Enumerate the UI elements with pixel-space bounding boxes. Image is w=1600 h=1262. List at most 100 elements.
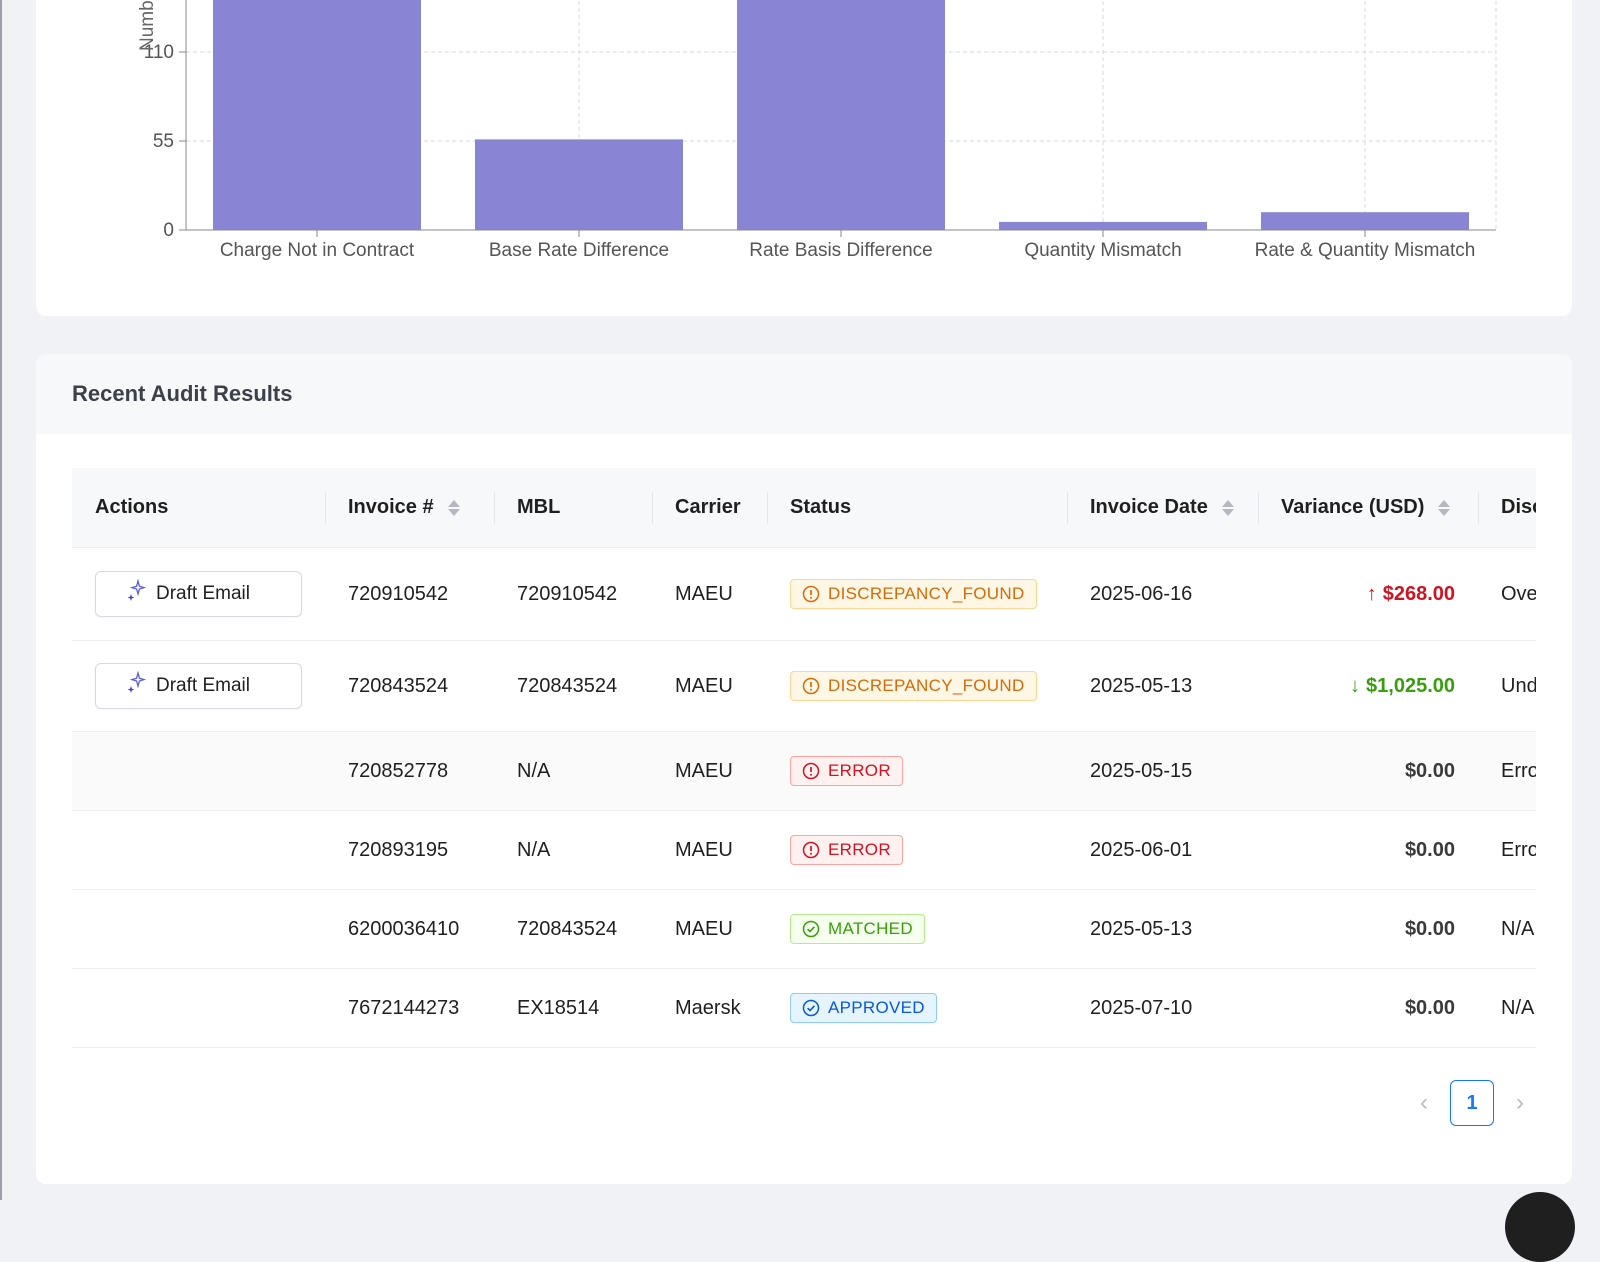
- window-left-edge: [0, 0, 2, 1200]
- floating-help-button[interactable]: [1505, 1192, 1575, 1262]
- audit-table-scroll[interactable]: Actions Invoice # MBL Carrier Status Inv…: [72, 468, 1536, 1068]
- arrow-down-icon: ↓: [1350, 674, 1361, 697]
- cell-status: ERROR: [767, 810, 1067, 890]
- warning-circle-icon: [802, 677, 820, 695]
- y-tick-label: 110: [144, 42, 174, 63]
- status-badge: APPROVED: [790, 993, 937, 1023]
- cell-discrepancy: Erro: [1478, 810, 1536, 890]
- card-header: Recent Audit Results: [36, 354, 1572, 434]
- table-header: Actions Invoice # MBL Carrier Status Inv…: [72, 468, 1536, 548]
- sort-icon[interactable]: [447, 499, 460, 516]
- status-badge: ERROR: [790, 835, 903, 865]
- cell-invoice-date: 2025-07-10: [1067, 968, 1258, 1048]
- cell-invoice-date: 2025-05-13: [1067, 889, 1258, 969]
- arrow-up-icon: ↑: [1366, 582, 1377, 605]
- cell-carrier: Maersk: [652, 968, 767, 1048]
- y-tick-label: 55: [153, 131, 174, 152]
- pagination: ‹ 1 ›: [1412, 1079, 1532, 1127]
- y-axis-title: Numb: [137, 0, 158, 51]
- cell-status: DISCREPANCY_FOUND: [767, 547, 1067, 641]
- column-header-actions: Actions: [72, 468, 325, 548]
- cell-carrier: MAEU: [652, 731, 767, 811]
- cell-invoice: 720852778: [325, 731, 494, 811]
- cell-actions: Draft Email: [72, 547, 325, 641]
- cell-mbl: 720843524: [494, 889, 652, 969]
- cell-invoice: 720843524: [325, 640, 494, 732]
- sort-icon[interactable]: [1438, 499, 1451, 516]
- recent-audit-results-card: Recent Audit Results Actions Invoice # M…: [36, 354, 1572, 1184]
- cell-status: APPROVED: [767, 968, 1067, 1048]
- draft-email-button[interactable]: Draft Email: [95, 663, 302, 709]
- cell-invoice: 7672144273: [325, 968, 494, 1048]
- cell-actions: Draft Email: [72, 640, 325, 732]
- discrepancy-bar-chart: 0 55 110 Charge Not in Contract Base Rate Di…: [137, 0, 1497, 261]
- cell-variance: $0.00: [1258, 810, 1478, 890]
- cell-mbl: N/A: [494, 731, 652, 811]
- column-header-variance[interactable]: Variance (USD): [1258, 468, 1478, 548]
- x-tick-label: Charge Not in Contract: [220, 240, 415, 261]
- cell-invoice: 720910542: [325, 547, 494, 641]
- cell-carrier: MAEU: [652, 547, 767, 641]
- sparkle-icon: [126, 578, 147, 609]
- sparkle-icon: [126, 670, 147, 701]
- cell-variance: ↑ $268.00: [1258, 547, 1478, 641]
- cell-invoice: 6200036410: [325, 889, 494, 969]
- cell-status: DISCREPANCY_FOUND: [767, 640, 1067, 732]
- cell-variance: ↓ $1,025.00: [1258, 640, 1478, 732]
- cell-status: ERROR: [767, 731, 1067, 811]
- cell-variance: $0.00: [1258, 889, 1478, 969]
- bar: [1261, 212, 1469, 230]
- cell-invoice-date: 2025-06-16: [1067, 547, 1258, 641]
- cell-mbl: 720843524: [494, 640, 652, 732]
- column-header-invoice-date[interactable]: Invoice Date: [1067, 468, 1258, 548]
- table-row[interactable]: Draft Email 720843524 720843524 MAEU DISCREP…: [72, 640, 1536, 732]
- cell-carrier: MAEU: [652, 640, 767, 732]
- cell-mbl: 720910542: [494, 547, 652, 641]
- status-badge: DISCREPANCY_FOUND: [790, 671, 1037, 701]
- page-1-button[interactable]: 1: [1450, 1080, 1494, 1126]
- cell-discrepancy: N/A: [1478, 889, 1536, 969]
- cell-discrepancy: Und: [1478, 640, 1536, 732]
- table-row[interactable]: 720893195 N/A MAEU ERROR 2025-06-01 $0.00 Erro: [72, 810, 1536, 890]
- cell-actions: [72, 968, 325, 1048]
- status-badge: ERROR: [790, 756, 903, 786]
- cell-invoice-date: 2025-06-01: [1067, 810, 1258, 890]
- column-header-carrier: Carrier: [652, 468, 767, 548]
- status-badge: MATCHED: [790, 914, 925, 944]
- table-row[interactable]: 7672144273 EX18514 Maersk APPROVED 2025-07-1…: [72, 968, 1536, 1048]
- cell-carrier: MAEU: [652, 889, 767, 969]
- status-badge: DISCREPANCY_FOUND: [790, 579, 1037, 609]
- check-circle-icon: [802, 999, 820, 1017]
- audit-results-table: Actions Invoice # MBL Carrier Status Inv…: [72, 468, 1536, 1048]
- cell-actions: [72, 810, 325, 890]
- x-tick-label: Rate Basis Difference: [749, 240, 932, 261]
- bar: [475, 139, 683, 230]
- bar: [213, 0, 421, 230]
- x-tick-label: Quantity Mismatch: [1024, 240, 1181, 261]
- discrepancy-chart-card: 0 55 110 Charge Not in Contract Base Rate Di…: [36, 0, 1572, 316]
- cell-actions: [72, 731, 325, 811]
- table-row[interactable]: Draft Email 720910542 720910542 MAEU DISCREP…: [72, 547, 1536, 641]
- draft-email-button[interactable]: Draft Email: [95, 571, 302, 617]
- table-row[interactable]: 6200036410 720843524 MAEU MATCHED 2025-05-13…: [72, 889, 1536, 969]
- next-page-button[interactable]: ›: [1516, 1089, 1524, 1116]
- table-row[interactable]: 720852778 N/A MAEU ERROR 2025-05-15 $0.00 Erro: [72, 731, 1536, 811]
- bar: [999, 221, 1207, 230]
- column-header-invoice[interactable]: Invoice #: [325, 468, 494, 548]
- cell-status: MATCHED: [767, 889, 1067, 969]
- column-header-discrepancy: Disc: [1478, 468, 1536, 548]
- cell-mbl: N/A: [494, 810, 652, 890]
- cell-invoice-date: 2025-05-13: [1067, 640, 1258, 732]
- x-tick-label: Base Rate Difference: [489, 240, 669, 261]
- y-tick-label: 0: [163, 220, 174, 241]
- cell-variance: $0.00: [1258, 968, 1478, 1048]
- card-title: Recent Audit Results: [72, 381, 293, 406]
- cell-carrier: MAEU: [652, 810, 767, 890]
- cell-discrepancy: Ove: [1478, 547, 1536, 641]
- check-circle-icon: [802, 920, 820, 938]
- error-circle-icon: [802, 762, 820, 780]
- cell-invoice: 720893195: [325, 810, 494, 890]
- prev-page-button[interactable]: ‹: [1420, 1089, 1428, 1116]
- column-header-status: Status: [767, 468, 1067, 548]
- sort-icon[interactable]: [1221, 499, 1234, 516]
